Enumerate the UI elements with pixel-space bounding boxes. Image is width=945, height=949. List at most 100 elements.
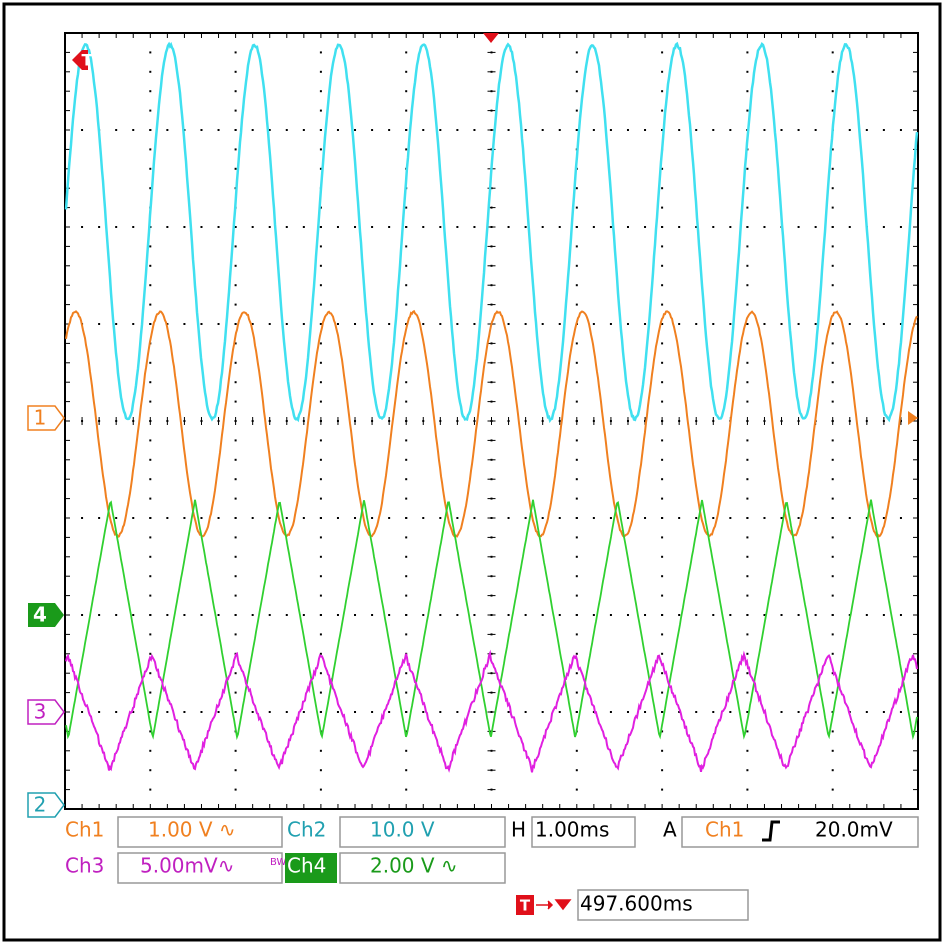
grid-dot bbox=[388, 323, 390, 325]
grid-dot bbox=[661, 595, 663, 597]
grid-dot bbox=[320, 110, 322, 112]
grid-dot bbox=[525, 517, 527, 519]
grid-dot bbox=[405, 439, 407, 441]
grid-dot bbox=[593, 226, 595, 228]
grid-dot bbox=[405, 90, 407, 92]
grid-dot bbox=[405, 575, 407, 577]
grid-dot bbox=[832, 323, 834, 325]
grid-dot bbox=[576, 226, 578, 228]
grid-dot bbox=[815, 711, 817, 713]
grid-dot bbox=[405, 789, 407, 791]
grid-dot bbox=[763, 323, 765, 325]
ch4-label: Ch4 bbox=[287, 854, 326, 878]
grid-dot bbox=[183, 226, 185, 228]
grid-dot bbox=[883, 517, 885, 519]
grid-dot bbox=[473, 129, 475, 131]
grid-dot bbox=[473, 517, 475, 519]
grid-dot bbox=[900, 517, 902, 519]
grid-dot bbox=[320, 517, 322, 519]
grid-dot bbox=[132, 614, 134, 616]
grid-dot bbox=[320, 692, 322, 694]
grid-dot bbox=[661, 498, 663, 500]
grid-dot bbox=[252, 129, 254, 131]
grid-dot bbox=[798, 517, 800, 519]
grid-dot bbox=[439, 129, 441, 131]
grid-dot bbox=[422, 517, 424, 519]
grid-dot bbox=[746, 342, 748, 344]
grid-dot bbox=[149, 789, 151, 791]
grid-dot bbox=[252, 711, 254, 713]
grid-dot bbox=[286, 129, 288, 131]
grid-dot bbox=[337, 129, 339, 131]
grid-dot bbox=[235, 672, 237, 674]
grid-dot bbox=[661, 575, 663, 577]
grid-dot bbox=[354, 323, 356, 325]
grid-dot bbox=[235, 284, 237, 286]
grid-dot bbox=[320, 342, 322, 344]
grid-dot bbox=[473, 323, 475, 325]
grid-dot bbox=[746, 789, 748, 791]
grid-dot bbox=[746, 536, 748, 538]
grid-dot bbox=[661, 614, 663, 616]
grid-dot bbox=[781, 129, 783, 131]
grid-dot bbox=[235, 789, 237, 791]
grid-dot bbox=[746, 226, 748, 228]
grid-dot bbox=[900, 226, 902, 228]
grid-dot bbox=[798, 226, 800, 228]
grid-dot bbox=[832, 284, 834, 286]
grid-dot bbox=[832, 692, 834, 694]
grid-dot bbox=[149, 284, 151, 286]
grid-dot bbox=[286, 323, 288, 325]
grid-dot bbox=[149, 459, 151, 461]
grid-dot bbox=[661, 362, 663, 364]
grid-dot bbox=[832, 207, 834, 209]
grid-dot bbox=[354, 129, 356, 131]
grid-dot bbox=[576, 498, 578, 500]
grid-dot bbox=[320, 556, 322, 558]
ch4-scale: 2.00 V ∿ bbox=[370, 854, 458, 878]
grid-dot bbox=[746, 362, 748, 364]
grid-dot bbox=[235, 323, 237, 325]
grid-dot bbox=[576, 653, 578, 655]
grid-dot bbox=[456, 614, 458, 616]
grid-dot bbox=[422, 129, 424, 131]
grid-dot bbox=[883, 614, 885, 616]
grid-dot bbox=[576, 342, 578, 344]
grid-dot bbox=[832, 556, 834, 558]
grid-dot bbox=[98, 614, 100, 616]
grid-dot bbox=[661, 789, 663, 791]
grid-dot bbox=[405, 226, 407, 228]
grid-dot bbox=[132, 323, 134, 325]
grid-dot bbox=[798, 323, 800, 325]
grid-dot bbox=[132, 517, 134, 519]
grid-dot bbox=[405, 595, 407, 597]
grid-dot bbox=[388, 711, 390, 713]
grid-dot bbox=[832, 187, 834, 189]
grid-dot bbox=[832, 362, 834, 364]
grid-dot bbox=[781, 517, 783, 519]
grid-dot bbox=[303, 323, 305, 325]
grid-dot bbox=[320, 711, 322, 713]
grid-dot bbox=[320, 51, 322, 53]
grid-dot bbox=[746, 323, 748, 325]
grid-dot bbox=[405, 478, 407, 480]
grid-dot bbox=[661, 187, 663, 189]
grid-dot bbox=[235, 692, 237, 694]
grid-dot bbox=[149, 478, 151, 480]
grid-dot bbox=[132, 226, 134, 228]
grid-dot bbox=[371, 226, 373, 228]
grid-dot bbox=[405, 633, 407, 635]
grid-dot bbox=[832, 750, 834, 752]
grid-dot bbox=[678, 614, 680, 616]
grid-dot bbox=[149, 323, 151, 325]
grid-dot bbox=[900, 129, 902, 131]
grid-dot bbox=[746, 51, 748, 53]
grid-dot bbox=[661, 711, 663, 713]
grid-dot bbox=[320, 459, 322, 461]
grid-dot bbox=[320, 750, 322, 752]
grid-dot bbox=[832, 498, 834, 500]
grid-dot bbox=[371, 614, 373, 616]
grid-dot bbox=[269, 711, 271, 713]
grid-dot bbox=[729, 226, 731, 228]
grid-dot bbox=[405, 207, 407, 209]
